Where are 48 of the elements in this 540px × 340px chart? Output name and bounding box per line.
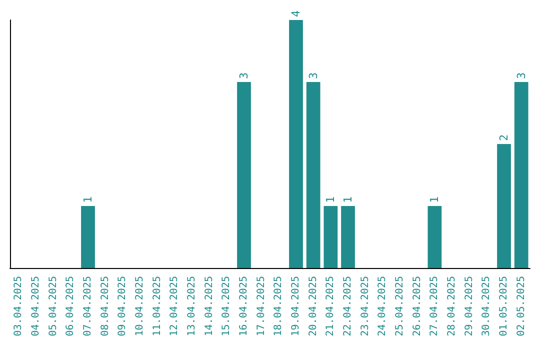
x-tick-label: 10.04.2025 <box>134 276 146 336</box>
data-label: 3 <box>514 72 528 79</box>
x-tick-label: 02.05.2025 <box>516 276 527 336</box>
x-tick-label: 29.04.2025 <box>464 276 475 336</box>
x-tick-label: 15.04.2025 <box>221 276 232 336</box>
bar <box>81 206 95 268</box>
x-tick-label: 05.04.2025 <box>48 276 59 336</box>
x-tick-label: 01.05.2025 <box>498 276 510 336</box>
x-tick-label: 28.04.2025 <box>446 276 458 336</box>
x-tick-label: 07.04.2025 <box>82 276 94 336</box>
x-tick-label: 24.04.2025 <box>377 276 388 336</box>
bar <box>289 20 303 268</box>
data-label: 3 <box>306 72 320 79</box>
x-tick-label: 04.04.2025 <box>30 276 42 336</box>
bar <box>497 144 511 268</box>
x-tick-label: 13.04.2025 <box>186 276 198 336</box>
x-tick-label: 23.04.2025 <box>360 276 371 336</box>
bar <box>237 82 251 268</box>
x-tick-label: 16.04.2025 <box>238 276 250 336</box>
x-tick-label: 09.04.2025 <box>117 276 128 336</box>
data-label: 1 <box>82 196 94 203</box>
x-tick-label: 17.04.2025 <box>256 276 267 336</box>
bar <box>428 206 442 268</box>
data-label: 4 <box>290 10 302 17</box>
data-label: 1 <box>342 196 354 203</box>
bar <box>341 206 355 268</box>
x-tick-label: 30.04.2025 <box>481 276 492 336</box>
data-label: 1 <box>428 196 442 203</box>
bar <box>514 82 528 268</box>
data-label: 2 <box>498 134 510 141</box>
x-tick-label: 03.04.2025 <box>13 276 24 336</box>
x-tick-label: 21.04.2025 <box>325 276 336 336</box>
x-tick-label: 25.04.2025 <box>394 276 406 336</box>
x-tick-label: 26.04.2025 <box>412 276 423 336</box>
data-label: 1 <box>324 196 338 203</box>
x-tick-label: 27.04.2025 <box>429 276 440 336</box>
x-tick-label: 06.04.2025 <box>65 276 76 336</box>
x-tick-label: 20.04.2025 <box>308 276 319 336</box>
x-tick-label: 11.04.2025 <box>152 276 163 336</box>
bar <box>324 206 338 268</box>
x-tick-label: 22.04.2025 <box>342 276 354 336</box>
x-tick-label: 12.04.2025 <box>169 276 180 336</box>
x-tick-label: 14.04.2025 <box>204 276 215 336</box>
x-tick-label: 19.04.2025 <box>290 276 302 336</box>
bar <box>306 82 320 268</box>
x-tick-label: 18.04.2025 <box>273 276 284 336</box>
x-tick-label: 08.04.2025 <box>100 276 111 336</box>
data-label: 3 <box>238 72 250 79</box>
